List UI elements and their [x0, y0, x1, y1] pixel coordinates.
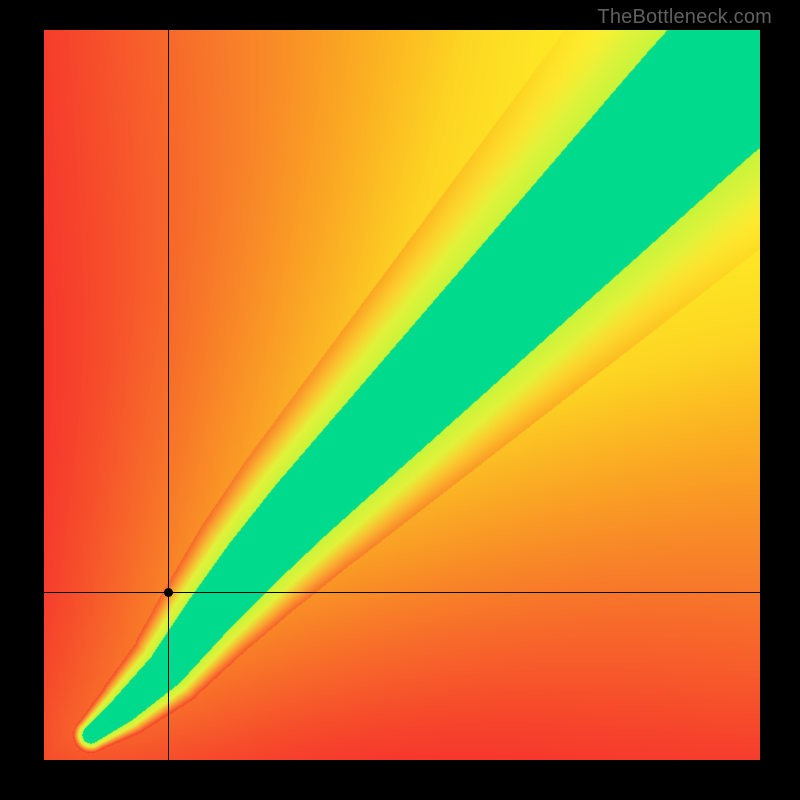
crosshair-vertical — [168, 30, 169, 760]
plot-frame — [44, 30, 760, 760]
watermark-text: TheBottleneck.com — [597, 6, 772, 29]
heatmap-canvas — [44, 30, 760, 760]
crosshair-horizontal — [44, 592, 760, 593]
